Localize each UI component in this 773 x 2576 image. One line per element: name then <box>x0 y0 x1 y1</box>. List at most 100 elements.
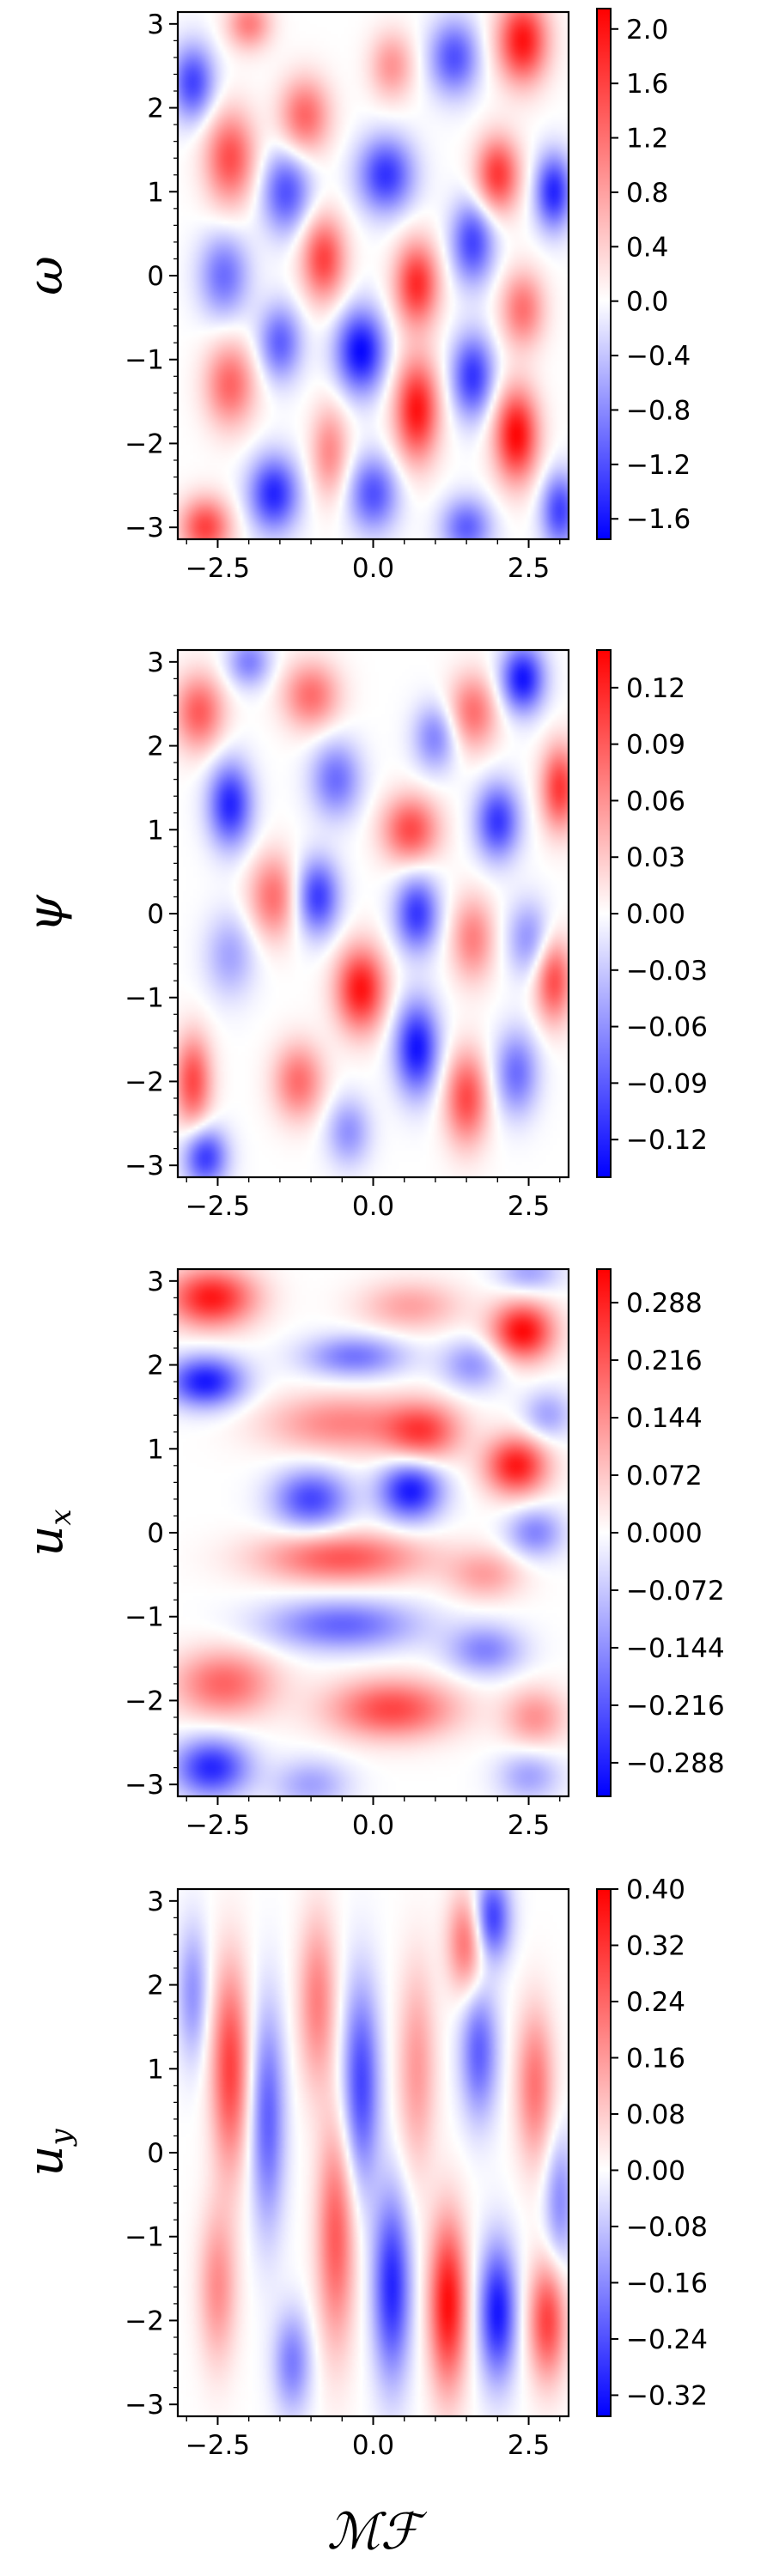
colorbar-tick-label: 0.09 <box>626 730 685 761</box>
heatmap-omega <box>178 12 569 539</box>
colorbar-tick-label: 0.072 <box>626 1461 703 1492</box>
x-tick-label: −2.5 <box>186 1810 250 1841</box>
colorbar-tick-label: 0.40 <box>626 1874 685 1905</box>
colorbar <box>596 8 612 540</box>
x-tick-label: 2.5 <box>508 553 550 584</box>
colorbar-ticks: 2.0 1.6 1.2 0.8 0.4 0.0 −0.4 −0.8 −1.2 −1.6 <box>611 15 691 535</box>
y-tick-label: −2 <box>125 1066 164 1097</box>
y-axis-label: uy <box>18 2129 78 2177</box>
colorbar-tick-label: −0.32 <box>626 2380 708 2411</box>
colorbar-tick-label: −0.03 <box>626 956 708 987</box>
colorbar-ticks: 0.288 0.216 0.144 0.072 0.000 −0.072 −0.144 −0.… <box>611 1288 725 1779</box>
x-tick-label: 2.5 <box>508 1191 550 1222</box>
colorbar-ticks: 0.12 0.09 0.06 0.03 0.00 −0.03 −0.06 −0.09 −0.12 <box>611 673 708 1156</box>
colorbar-tick-label: −0.09 <box>626 1068 708 1099</box>
colorbar-tick-label: 0.144 <box>626 1403 703 1434</box>
colorbar-tick-label: −0.06 <box>626 1012 708 1043</box>
y-axis-label: ψ <box>18 894 74 933</box>
y-tick-label: −1 <box>125 345 164 376</box>
x-tick-label: −2.5 <box>186 553 250 584</box>
colorbar-tick-label: 2.0 <box>626 15 668 46</box>
y-tick-label: 0 <box>147 2138 164 2169</box>
colorbar-tick-label: 1.6 <box>626 69 668 100</box>
colorbar-tick-label: −0.16 <box>626 2268 708 2299</box>
colorbar-tick-label: 0.288 <box>626 1288 703 1319</box>
colorbar-tick-label: 0.0 <box>626 287 668 318</box>
y-tick-label: −2 <box>125 1686 164 1716</box>
colorbar-tick-label: 0.08 <box>626 2099 685 2130</box>
colorbar-tick-label: 0.8 <box>626 178 668 209</box>
x-tick-label: −2.5 <box>186 2430 250 2461</box>
colorbar-tick-label: −0.12 <box>626 1125 708 1156</box>
colorbar-tick-label: −0.288 <box>626 1748 725 1779</box>
y-tick-label: 0 <box>147 899 164 930</box>
y-tick-label: −3 <box>125 1151 164 1182</box>
x-tick-label: 0.0 <box>352 2430 394 2461</box>
y-tick-label: 2 <box>147 1351 164 1382</box>
y-tick-label: 0 <box>147 261 164 292</box>
colorbar-tick-label: 0.00 <box>626 899 685 930</box>
colorbar-tick-label: 0.12 <box>626 673 685 704</box>
colorbar <box>596 1888 612 2417</box>
y-tick-label: 1 <box>147 1434 164 1465</box>
x-tick-label: −2.5 <box>186 1191 250 1222</box>
colorbar-tick-label: 0.216 <box>626 1346 703 1376</box>
colorbar-tick-label: 0.06 <box>626 786 685 817</box>
colorbar-tick-label: −0.08 <box>626 2212 708 2243</box>
y-tick-label: 0 <box>147 1518 164 1549</box>
x-tick-label: 2.5 <box>508 1810 550 1841</box>
y-tick-label: −2 <box>125 428 164 459</box>
colorbar-tick-label: −1.2 <box>626 450 691 481</box>
x-tick-label: 0.0 <box>352 1810 394 1841</box>
y-tick-label: 3 <box>147 1267 164 1297</box>
y-axis-label: ω <box>18 256 74 295</box>
y-tick-label: −1 <box>125 2222 164 2253</box>
panel-ux: −2.5 0.0 2.5 −3 −2 −1 0 1 2 3 0.288 0.216 0.144 0.0… <box>18 1267 725 1841</box>
heatmap-uy <box>178 1889 569 2416</box>
colorbar-tick-label: −0.072 <box>626 1576 725 1607</box>
x-axis-label: ℳℱ <box>327 2502 428 2561</box>
colorbar-tick-label: 1.2 <box>626 124 668 155</box>
y-axis: −3 −2 −1 0 1 2 3 <box>125 9 178 544</box>
y-tick-label: −2 <box>125 2306 164 2336</box>
heatmap-ux <box>178 1269 569 1796</box>
colorbar-tick-label: −0.8 <box>626 395 691 426</box>
colorbar-tick-label: −0.216 <box>626 1691 725 1722</box>
y-tick-label: 1 <box>147 2054 164 2085</box>
colorbar-tick-label: −1.6 <box>626 504 691 535</box>
y-tick-label: 3 <box>147 9 164 40</box>
x-tick-label: 0.0 <box>352 1191 394 1222</box>
y-axis: −3 −2 −1 0 1 2 3 <box>125 1886 178 2421</box>
heatmap-psi <box>178 650 569 1177</box>
y-axis-label: ux <box>18 1509 78 1556</box>
x-axis: −2.5 0.0 2.5 <box>186 2416 561 2461</box>
x-tick-label: 2.5 <box>508 2430 550 2461</box>
y-tick-label: −3 <box>125 513 164 544</box>
y-tick-label: −1 <box>125 983 164 1014</box>
colorbar-tick-label: 0.16 <box>626 2043 685 2074</box>
colorbar-tick-label: −0.4 <box>626 341 691 372</box>
x-axis: −2.5 0.0 2.5 <box>186 539 561 584</box>
colorbar-tick-label: 0.24 <box>626 1987 685 2018</box>
y-tick-label: 1 <box>147 177 164 208</box>
x-axis: −2.5 0.0 2.5 <box>186 1796 561 1841</box>
y-tick-label: −3 <box>125 2390 164 2421</box>
y-tick-label: −1 <box>125 1602 164 1633</box>
y-axis: −3 −2 −1 0 1 2 3 <box>125 647 178 1182</box>
colorbar-tick-label: −0.24 <box>626 2324 708 2355</box>
colorbar <box>596 649 612 1178</box>
panel-omega: −2.5 0.0 2.5 −3 −2 −1 0 1 2 3 2.0 1.6 1.2 0.8 0.4 0.0… <box>18 8 691 584</box>
colorbar-tick-label: 0.4 <box>626 232 668 263</box>
x-tick-label: 0.0 <box>352 553 394 584</box>
y-tick-label: 3 <box>147 647 164 678</box>
colorbar-tick-label: 0.00 <box>626 2155 685 2186</box>
colorbar-tick-label: 0.32 <box>626 1930 685 1961</box>
y-tick-label: 3 <box>147 1886 164 1917</box>
y-tick-label: −3 <box>125 1770 164 1801</box>
colorbar-ticks: 0.40 0.32 0.24 0.16 0.08 0.00 −0.08 −0.16 −0.24 −… <box>611 1874 708 2411</box>
y-tick-label: 2 <box>147 94 164 125</box>
y-tick-label: 1 <box>147 815 164 846</box>
